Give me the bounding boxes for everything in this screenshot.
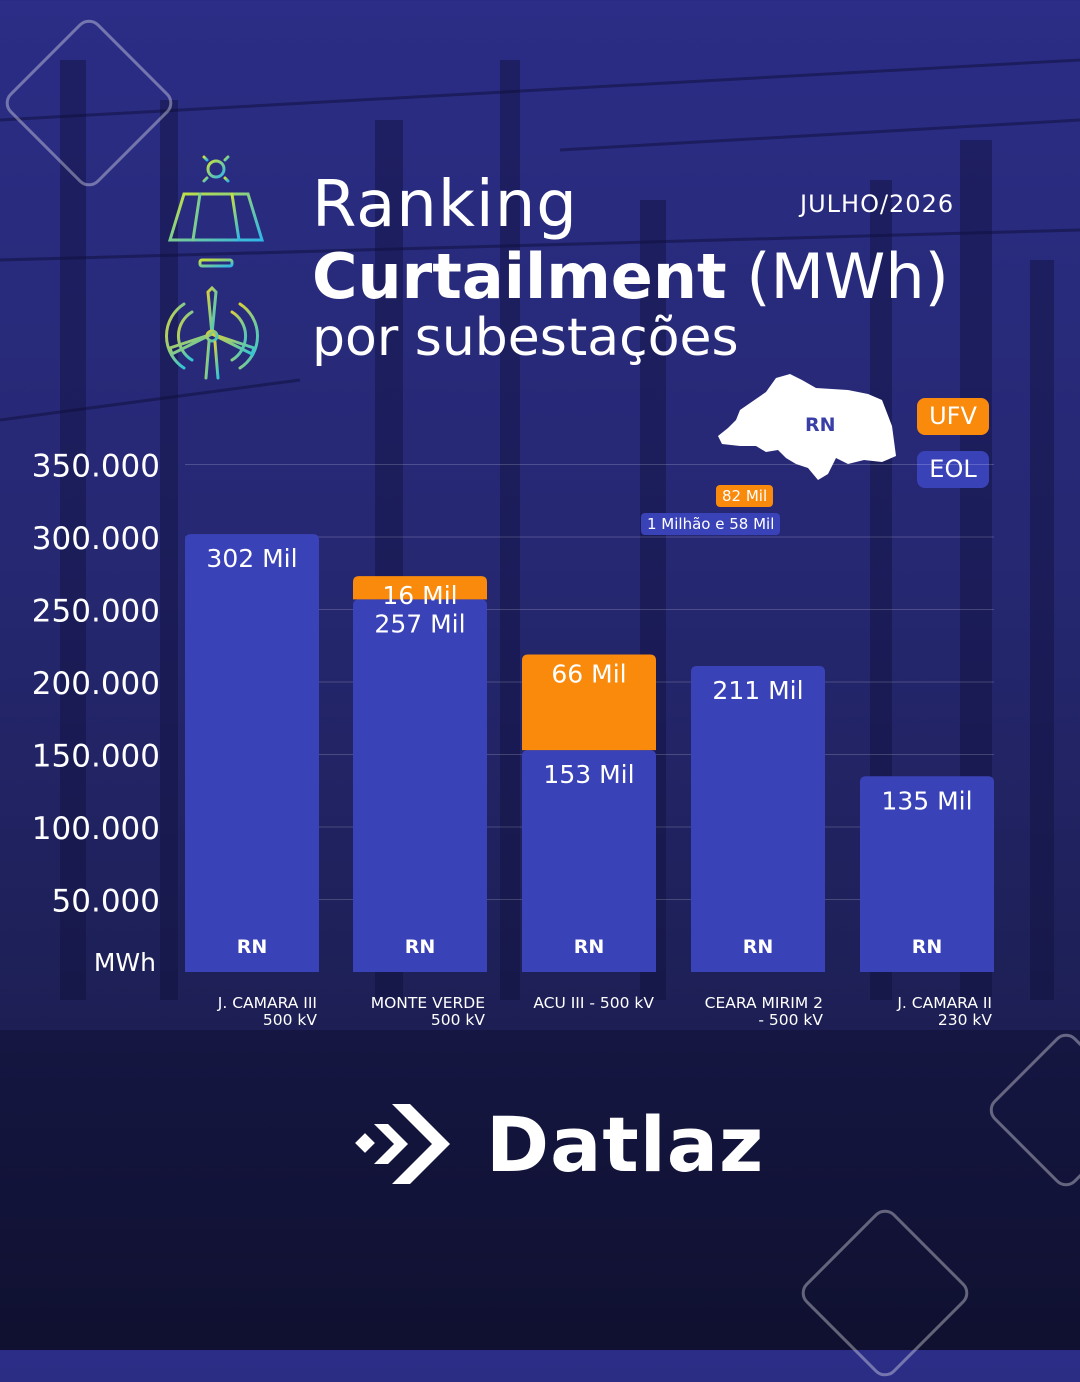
y-tick-label: 100.000 [32, 811, 160, 847]
bar-state-label: RN [237, 936, 268, 958]
total-eol-badge: 1 Milhão e 58 Mil [641, 513, 781, 535]
bar-eol [691, 666, 825, 972]
x-tick-label: 500 kV [431, 1011, 485, 1029]
bar-eol [522, 750, 656, 972]
bar-ufv [522, 654, 656, 751]
bar-eol [860, 776, 994, 972]
data-label-ufv: 16 Mil [382, 581, 457, 610]
x-tick-label: J. CAMARA III [217, 994, 317, 1012]
total-ufv-badge: 82 Mil [716, 485, 774, 507]
brand-name: Datlaz [486, 1100, 765, 1189]
title-subtitle: por subestações [312, 308, 739, 368]
rn-state-map-icon [718, 374, 896, 480]
datlaz-logo-icon [355, 1104, 450, 1184]
y-tick-label: 300.000 [32, 521, 160, 557]
title-curtailment: Curtailment (MWh) [312, 240, 949, 313]
legend-eol: EOL [917, 451, 989, 488]
solar-panel-icon [167, 150, 265, 268]
y-tick-label: 50.000 [52, 884, 160, 920]
data-label-eol: 302 Mil [206, 544, 297, 573]
y-tick-label: 150.000 [32, 739, 160, 775]
x-tick-label: J. CAMARA II [896, 994, 992, 1012]
x-tick-label: 230 kV [938, 1011, 992, 1029]
wind-turbine-icon [165, 285, 259, 389]
x-tick-label: 500 kV [263, 1011, 317, 1029]
bar-state-label: RN [743, 936, 774, 958]
x-tick-label: ACU III - 500 kV [533, 994, 654, 1012]
y-tick-label: 200.000 [32, 666, 160, 702]
y-tick-label: 250.000 [32, 594, 160, 630]
y-tick-label: 350.000 [32, 449, 160, 485]
bar-eol [353, 599, 487, 972]
title-unit: (MWh) [746, 240, 949, 313]
date-label: JULHO/2026 [800, 190, 955, 218]
data-label-ufv: 66 Mil [551, 659, 626, 688]
legend-ufv: UFV [917, 398, 989, 435]
bar-eol [185, 534, 319, 972]
data-label-eol: 153 Mil [543, 760, 634, 789]
title-ranking: Ranking [312, 168, 578, 242]
data-label-eol: 211 Mil [712, 676, 803, 705]
x-tick-label: CEARA MIRIM 2 [705, 994, 823, 1012]
background-illustration [0, 58, 1080, 1350]
x-tick-label: - 500 kV [758, 1011, 823, 1029]
map-state-label: RN [805, 414, 836, 436]
data-label-eol: 257 Mil [374, 609, 465, 638]
bar-ufv [353, 576, 487, 600]
title-bold: Curtailment [312, 240, 727, 313]
bar-state-label: RN [912, 936, 943, 958]
x-tick-label: MONTE VERDE [371, 994, 485, 1012]
y-axis-unit-label: MWh [94, 948, 156, 977]
data-label-eol: 135 Mil [881, 786, 972, 815]
bar-state-label: RN [405, 936, 436, 958]
bar-state-label: RN [574, 936, 605, 958]
curtailment-bar-chart: 50.000 100.000 150.000 200.000 250.000 300.00… [32, 449, 994, 1029]
